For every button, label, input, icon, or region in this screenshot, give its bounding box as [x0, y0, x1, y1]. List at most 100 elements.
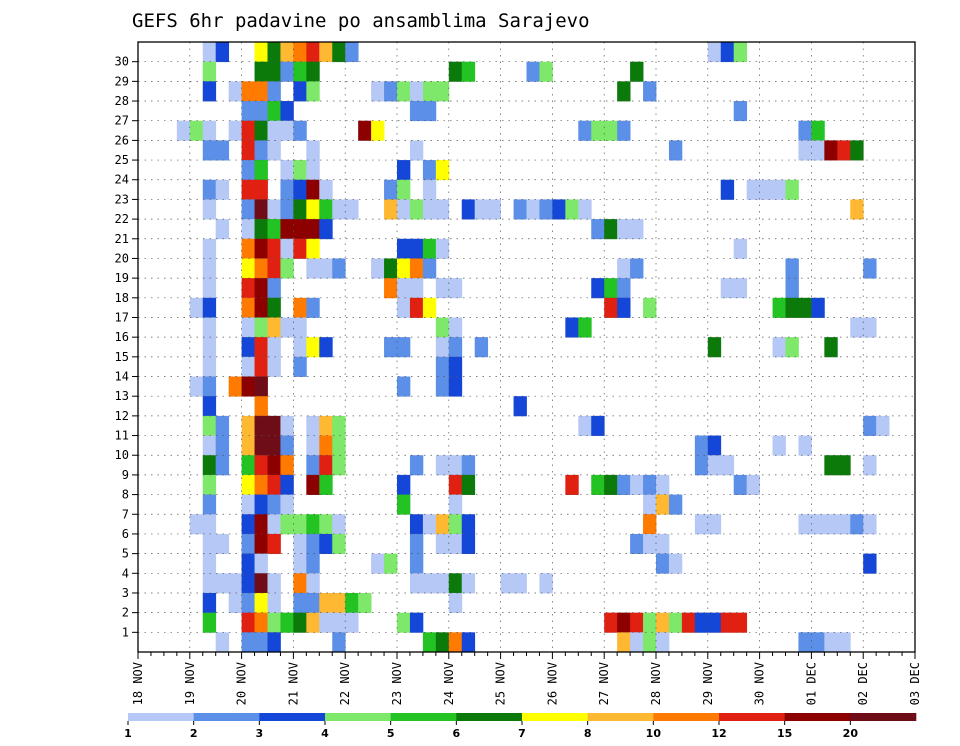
heatmap-cell: [435, 632, 450, 653]
heatmap-cell: [202, 42, 217, 63]
heatmap-cell: [241, 238, 255, 259]
legend-label: 12: [711, 727, 726, 740]
heatmap-cell: [422, 514, 437, 535]
heatmap-cell: [578, 199, 592, 220]
heatmap-cell: [539, 61, 553, 82]
heatmap-cell: [254, 435, 268, 456]
heatmap-cell: [319, 592, 333, 614]
x-tick-label: 23 NOV: [390, 662, 404, 705]
heatmap-cell: [267, 199, 281, 220]
heatmap-cell: [448, 356, 463, 377]
heatmap-cell: [280, 61, 294, 82]
y-tick-label: 20: [115, 251, 129, 265]
legend-swatch: [784, 713, 851, 721]
heatmap-cell: [643, 494, 657, 515]
heatmap-cell: [228, 592, 242, 614]
heatmap-cell: [202, 553, 217, 574]
heatmap-cell: [824, 337, 838, 358]
heatmap-cell: [293, 553, 307, 574]
heatmap-cell: [306, 415, 320, 436]
y-tick-label: 11: [115, 429, 129, 443]
heatmap-cell: [306, 219, 320, 240]
y-tick-label: 23: [115, 192, 129, 206]
heatmap-cell: [254, 494, 268, 515]
legend-swatch: [128, 713, 194, 721]
heatmap-cell: [254, 238, 268, 259]
heatmap-cell: [435, 514, 450, 535]
heatmap-cell: [254, 592, 268, 614]
heatmap-cell: [397, 337, 411, 358]
heatmap-cell: [293, 120, 307, 141]
heatmap-cell: [707, 337, 722, 358]
legend-swatch: [390, 713, 457, 721]
heatmap-cell: [422, 81, 437, 102]
heatmap-cell: [707, 435, 722, 456]
heatmap-cell: [384, 179, 398, 200]
heatmap-cell: [215, 632, 230, 653]
heatmap-cell: [241, 415, 255, 436]
y-tick-label: 17: [115, 310, 129, 324]
heatmap-cell: [668, 140, 683, 161]
heatmap-cell: [435, 278, 450, 299]
heatmap-cell: [630, 612, 644, 633]
heatmap-cell: [267, 356, 281, 377]
heatmap-cell: [280, 612, 294, 633]
heatmap-cell: [267, 573, 281, 594]
heatmap-cell: [215, 42, 230, 63]
heatmap-cell: [254, 376, 268, 397]
heatmap-cell: [293, 337, 307, 358]
heatmap-cell: [409, 612, 424, 633]
heatmap-cell: [267, 317, 281, 338]
heatmap-cell: [267, 81, 281, 102]
heatmap-cell: [409, 278, 424, 299]
heatmap-cell: [202, 376, 217, 397]
heatmap-cell: [384, 278, 398, 299]
heatmap-cell: [293, 199, 307, 220]
heatmap-cell: [461, 455, 476, 476]
heatmap-cell: [435, 81, 450, 102]
heatmap-cell: [319, 474, 333, 495]
heatmap-cell: [863, 455, 877, 476]
legend-swatch: [325, 713, 391, 721]
heatmap-cell: [293, 61, 307, 82]
heatmap-cell: [267, 494, 281, 515]
heatmap-cell: [422, 179, 437, 200]
heatmap-cell: [409, 238, 424, 259]
heatmap-cell: [306, 258, 320, 279]
heatmap-cell: [176, 120, 191, 141]
heatmap-cell: [811, 632, 825, 653]
y-tick-label: 5: [122, 547, 129, 561]
heatmap-cell: [720, 179, 735, 200]
heatmap-cell: [189, 514, 204, 535]
heatmap-cell: [293, 573, 307, 594]
heatmap-cell: [241, 258, 255, 279]
y-tick-label: 2: [122, 606, 129, 620]
heatmap-cell: [228, 376, 242, 397]
heatmap-cell: [254, 101, 268, 122]
heatmap-cell: [643, 297, 657, 318]
heatmap-cell: [241, 199, 255, 220]
heatmap-cell: [280, 179, 294, 200]
legend-label: 6: [453, 727, 461, 740]
heatmap-cell: [448, 514, 463, 535]
heatmap-cell: [267, 42, 281, 63]
heatmap-cell: [306, 474, 320, 495]
heatmap-cell: [487, 199, 501, 220]
heatmap-cell: [617, 474, 631, 495]
heatmap-cell: [474, 199, 489, 220]
heatmap-cell: [604, 278, 618, 299]
heatmap-cell: [215, 533, 230, 555]
heatmap-cell: [694, 435, 709, 456]
heatmap-cell: [397, 278, 411, 299]
heatmap-cell: [733, 238, 748, 259]
heatmap-cell: [306, 179, 320, 200]
heatmap-cell: [202, 455, 217, 476]
heatmap-cell: [811, 120, 825, 141]
legend-swatch: [653, 713, 720, 721]
heatmap-cell: [397, 297, 411, 318]
heatmap-cell: [448, 592, 463, 614]
heatmap-cell: [345, 199, 359, 220]
heatmap-cell: [448, 632, 463, 653]
heatmap-cell: [319, 258, 333, 279]
heatmap-cell: [293, 592, 307, 614]
